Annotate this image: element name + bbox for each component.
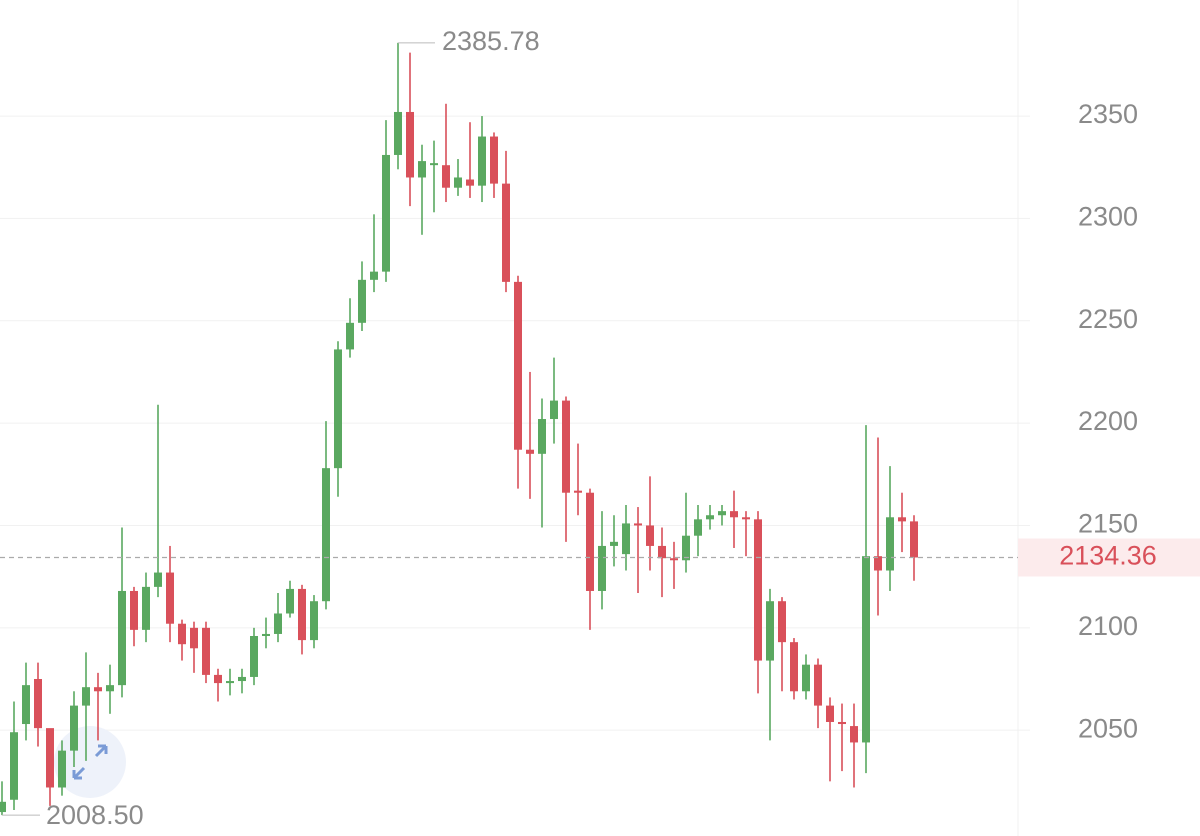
- candle-body: [838, 721, 846, 725]
- candle-body: [490, 136, 498, 184]
- candle-body: [466, 179, 474, 186]
- candle-body: [94, 687, 102, 692]
- candle-body: [190, 627, 198, 649]
- candle-body: [634, 523, 642, 526]
- candle-body: [742, 517, 750, 520]
- candle-body: [814, 664, 822, 706]
- candle-body: [874, 556, 882, 571]
- candle-body: [646, 525, 654, 546]
- candle-body: [250, 636, 258, 677]
- low-marker-label: 2008.50: [46, 800, 144, 830]
- candle-body: [454, 177, 462, 188]
- candle-body: [322, 468, 330, 602]
- candle-body: [550, 400, 558, 420]
- candle-body: [370, 271, 378, 280]
- candle-body: [514, 281, 522, 450]
- candle-body: [226, 681, 234, 684]
- candle-body: [538, 419, 546, 454]
- candle-body: [802, 664, 810, 692]
- candle-body: [670, 558, 678, 561]
- candle-body: [718, 511, 726, 516]
- candle-body: [754, 519, 762, 661]
- candle-body: [10, 732, 18, 800]
- candle-body: [862, 556, 870, 743]
- candle-body: [766, 601, 774, 661]
- candle-body: [358, 279, 366, 323]
- candle-body: [574, 490, 582, 493]
- last-price-label: 2134.36: [1059, 541, 1157, 571]
- candle-body: [610, 541, 618, 546]
- expand-icon: [72, 744, 108, 780]
- candle-body: [238, 676, 246, 682]
- candle-body: [706, 515, 714, 520]
- candle-body: [274, 613, 282, 634]
- candle-body: [826, 705, 834, 722]
- candle-body: [346, 322, 354, 350]
- candle-body: [850, 726, 858, 743]
- candle-body: [778, 601, 786, 643]
- candle-body: [502, 183, 510, 282]
- candle-body: [478, 136, 486, 186]
- candle-body: [334, 349, 342, 469]
- candle-body: [658, 545, 666, 559]
- candle-body: [166, 572, 174, 624]
- candle-body: [526, 449, 534, 454]
- y-tick-label: 2300: [1078, 202, 1138, 232]
- candle-body: [106, 685, 114, 692]
- candle-body: [898, 517, 906, 522]
- candle-body: [598, 545, 606, 591]
- candle-body: [154, 572, 162, 587]
- candle-body: [622, 523, 630, 555]
- candle-body: [22, 685, 30, 725]
- candle-body: [82, 687, 90, 706]
- candle-body: [562, 400, 570, 493]
- candle-body: [178, 623, 186, 645]
- candle-body: [886, 517, 894, 571]
- candle-body: [586, 492, 594, 591]
- candle-body: [382, 154, 390, 272]
- candle-body: [442, 165, 450, 188]
- candle-body: [0, 801, 6, 813]
- y-tick-label: 2200: [1078, 406, 1138, 436]
- y-tick-label: 2100: [1078, 611, 1138, 641]
- candle-body: [58, 750, 66, 788]
- y-tick-label: 2250: [1078, 304, 1138, 334]
- candle-body: [130, 590, 138, 630]
- candle-body: [430, 163, 438, 166]
- candle-body: [790, 642, 798, 692]
- y-tick-label: 2350: [1078, 99, 1138, 129]
- candle-body: [910, 521, 918, 558]
- candle-body: [406, 111, 414, 178]
- candle-body: [310, 601, 318, 641]
- candle-body: [418, 161, 426, 178]
- candle-body: [46, 728, 54, 788]
- candle-body: [694, 519, 702, 536]
- candle-body: [202, 627, 210, 675]
- high-marker-label: 2385.78: [442, 26, 540, 56]
- candle-body: [262, 633, 270, 637]
- candle-body: [70, 705, 78, 751]
- candle-body: [730, 511, 738, 518]
- last-price-box: [1018, 538, 1200, 577]
- candle-body: [394, 111, 402, 155]
- candle-body: [298, 588, 306, 641]
- candle-body: [682, 535, 690, 561]
- candle-body: [214, 674, 222, 684]
- candle-body: [142, 586, 150, 630]
- candle-body: [118, 590, 126, 686]
- candle-body: [286, 588, 294, 614]
- candle-body: [34, 678, 42, 729]
- y-tick-label: 2050: [1078, 713, 1138, 743]
- y-tick-label: 2150: [1078, 509, 1138, 539]
